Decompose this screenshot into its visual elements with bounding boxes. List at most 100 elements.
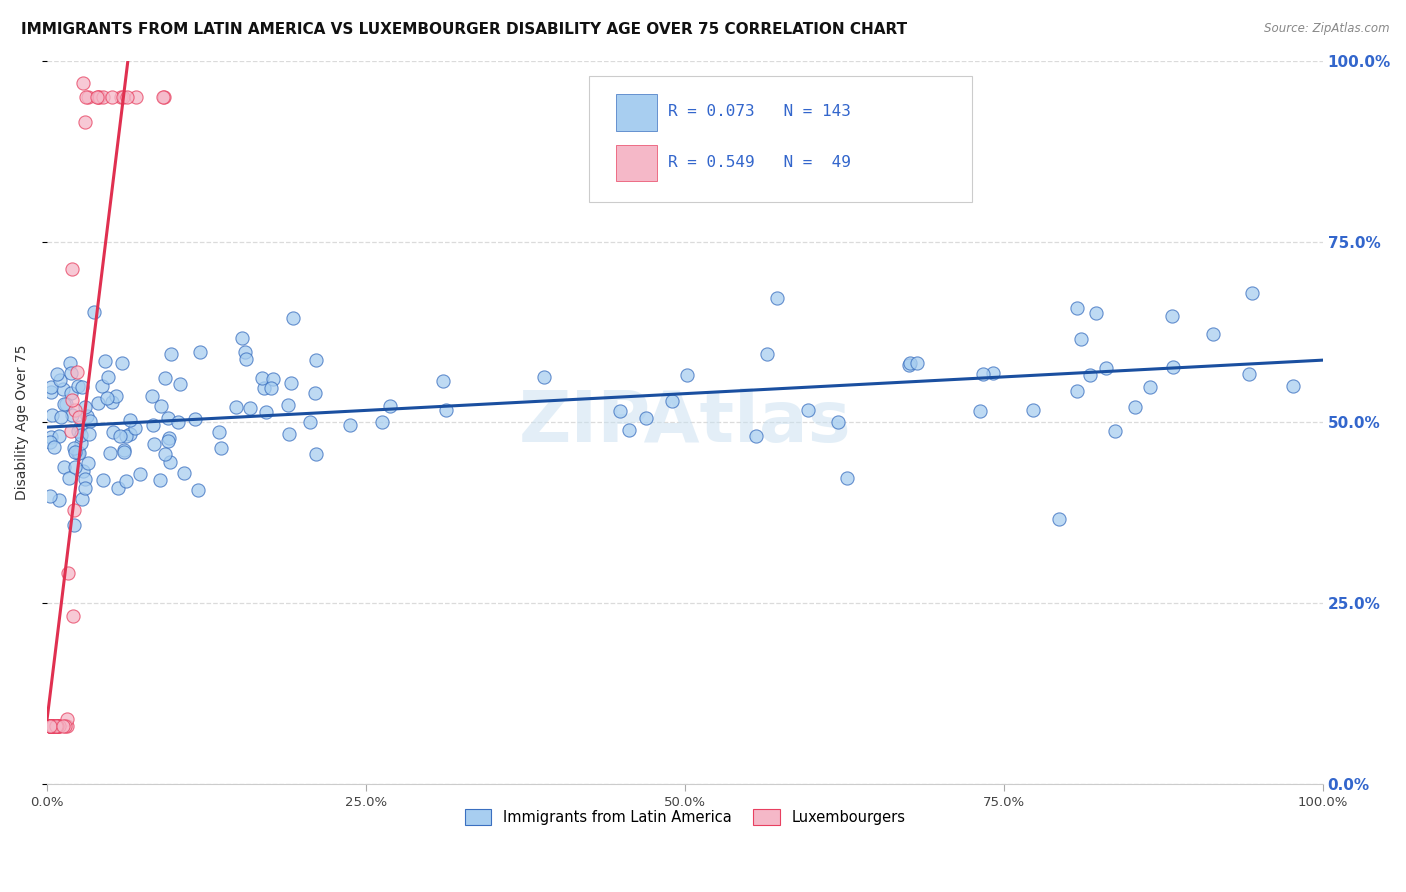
Point: [118, 413, 141, 427]
Point: [111, 356, 134, 370]
Point: [167, 415, 190, 429]
Point: [796, 403, 818, 417]
Point: [1078, 368, 1101, 383]
Point: [55, 719, 77, 733]
Point: [160, 347, 183, 361]
Point: [304, 385, 326, 400]
Point: [898, 358, 921, 372]
Point: [209, 441, 232, 455]
Point: [250, 370, 273, 384]
Point: [299, 415, 322, 429]
Point: [188, 344, 211, 359]
Point: [66, 445, 89, 459]
Point: [142, 436, 165, 450]
Point: [827, 415, 849, 429]
Point: [39, 385, 62, 400]
Point: [70, 435, 93, 450]
Point: [1241, 285, 1264, 300]
Point: [159, 455, 181, 469]
Point: [187, 483, 209, 497]
Point: [619, 423, 641, 437]
Point: [72, 464, 94, 478]
Point: [533, 370, 555, 384]
Text: Source: ZipAtlas.com: Source: ZipAtlas.com: [1264, 22, 1389, 36]
Point: [90, 378, 112, 392]
Point: [96, 392, 118, 406]
Point: [83, 305, 105, 319]
Point: [44, 719, 66, 733]
Point: [676, 368, 699, 382]
Point: [983, 366, 1005, 380]
Point: [156, 410, 179, 425]
Point: [38, 719, 60, 733]
Point: [434, 402, 457, 417]
Point: [87, 395, 110, 409]
Point: [63, 444, 86, 458]
Text: ZIPAtlas: ZIPAtlas: [519, 388, 851, 457]
Point: [46, 719, 69, 733]
Point: [60, 424, 83, 438]
Point: [39, 380, 62, 394]
Point: [45, 719, 67, 733]
Point: [52, 396, 75, 410]
Point: [262, 372, 284, 386]
Point: [94, 354, 117, 368]
FancyBboxPatch shape: [616, 145, 657, 181]
Point: [97, 370, 120, 384]
Point: [111, 90, 134, 104]
Point: [52, 719, 75, 733]
Point: [73, 481, 96, 495]
Point: [76, 409, 98, 424]
Point: [661, 394, 683, 409]
Point: [260, 381, 283, 395]
Point: [1163, 360, 1185, 375]
Point: [63, 518, 86, 533]
Point: [98, 446, 121, 460]
Point: [153, 447, 176, 461]
Point: [766, 291, 789, 305]
Point: [105, 389, 128, 403]
Point: [756, 347, 779, 361]
Point: [149, 473, 172, 487]
Point: [235, 352, 257, 367]
Legend: Immigrants from Latin America, Luxembourgers: Immigrants from Latin America, Luxembour…: [458, 803, 911, 830]
Point: [120, 426, 142, 441]
Point: [142, 418, 165, 433]
Point: [898, 356, 921, 370]
Point: [745, 429, 768, 443]
Point: [41, 719, 63, 733]
Point: [39, 719, 62, 733]
Point: [60, 408, 83, 422]
Point: [56, 719, 79, 733]
Point: [79, 414, 101, 428]
Point: [76, 456, 98, 470]
Point: [70, 380, 93, 394]
Point: [371, 415, 394, 429]
Point: [1047, 512, 1070, 526]
FancyBboxPatch shape: [589, 76, 972, 202]
Point: [969, 403, 991, 417]
Point: [107, 481, 129, 495]
Point: [48, 429, 70, 443]
Point: [49, 410, 72, 425]
Point: [114, 474, 136, 488]
Point: [39, 430, 62, 444]
Point: [305, 353, 328, 368]
Point: [46, 367, 69, 381]
Point: [65, 443, 87, 458]
Point: [110, 90, 132, 104]
Text: R = 0.073   N = 143: R = 0.073 N = 143: [668, 104, 851, 120]
Point: [45, 719, 67, 733]
Point: [153, 371, 176, 385]
Point: [76, 90, 98, 104]
Point: [69, 419, 91, 434]
Text: R = 0.549   N =  49: R = 0.549 N = 49: [668, 155, 851, 169]
Point: [634, 411, 657, 425]
Point: [184, 411, 207, 425]
Point: [55, 397, 77, 411]
Point: [1202, 326, 1225, 341]
Point: [38, 719, 60, 733]
Point: [339, 417, 361, 432]
Point: [972, 368, 994, 382]
Point: [93, 90, 115, 104]
